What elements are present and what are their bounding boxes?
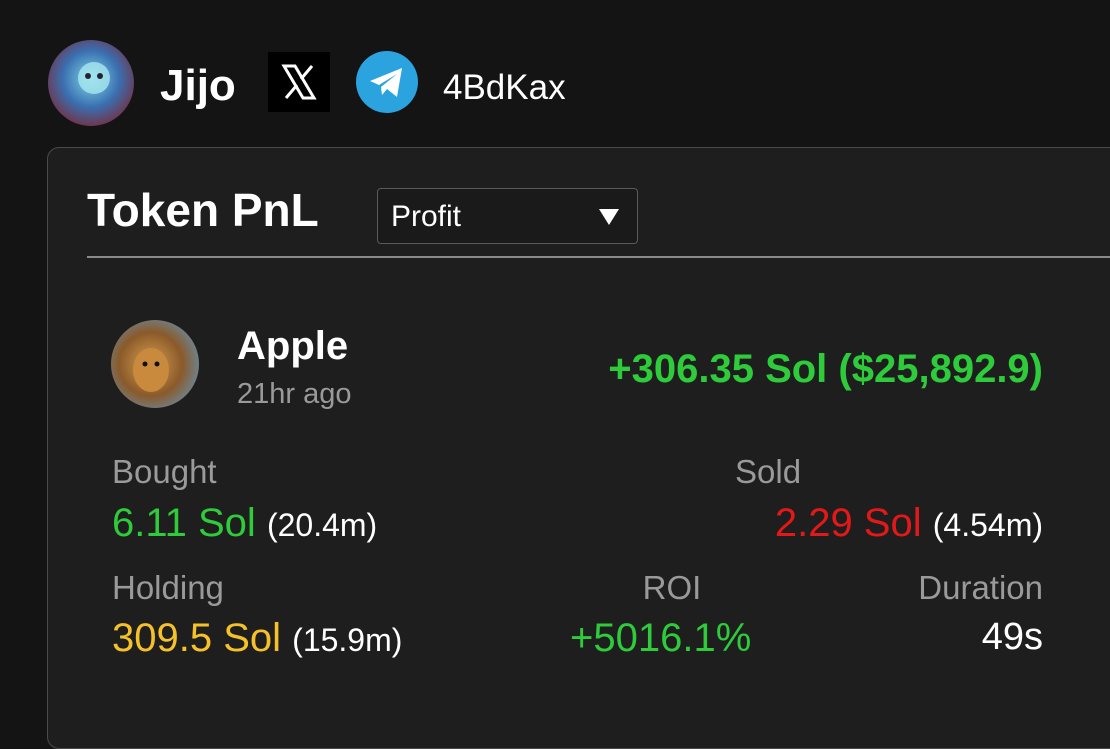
pnl-card (47, 147, 1110, 749)
filter-value: Profit (391, 200, 462, 233)
holding-label: Holding (112, 569, 224, 606)
separator (87, 256, 1110, 258)
token-pnl: +306.35 Sol ($25,892.9) (608, 347, 1043, 391)
card-title: Token PnL (87, 184, 319, 236)
telegram-link[interactable] (356, 51, 418, 113)
holding-amount: 309.5 Sol (112, 616, 282, 660)
user-name: Jijo (160, 61, 236, 110)
roi-label: ROI (642, 569, 702, 606)
sold-label: Sold (735, 453, 802, 490)
wallet-handle[interactable]: 4BdKax (443, 68, 566, 107)
sold-row: 2.29 Sol (4.54m) (775, 503, 1043, 543)
token-time: 21hr ago (237, 378, 352, 410)
holding-row: 309.5 Sol (15.9m) (112, 618, 402, 658)
dropdown-arrow (599, 209, 619, 225)
sold-tokens: (4.54m) (932, 507, 1043, 543)
bought-label: Bought (112, 453, 217, 490)
token-avatar (111, 320, 199, 408)
roi-value: +5016.1% (570, 616, 752, 660)
token-name: Apple (237, 324, 349, 368)
duration-label: Duration (918, 569, 1043, 606)
holding-tokens: (15.9m) (292, 622, 403, 658)
bought-amount: 6.11 Sol (112, 501, 256, 545)
sold-amount: 2.29 Sol (774, 501, 922, 545)
page: Jijo 4BdKax Token PnL Profit Apple 21hr … (46, 38, 1110, 749)
filter-dropdown[interactable]: Profit (377, 188, 638, 244)
duration-value: 49s (981, 616, 1043, 658)
user-avatar[interactable] (46, 38, 136, 128)
x-link[interactable] (268, 52, 330, 112)
bought-row: 6.11 Sol (20.4m) (112, 503, 377, 543)
bought-tokens: (20.4m) (266, 507, 378, 543)
